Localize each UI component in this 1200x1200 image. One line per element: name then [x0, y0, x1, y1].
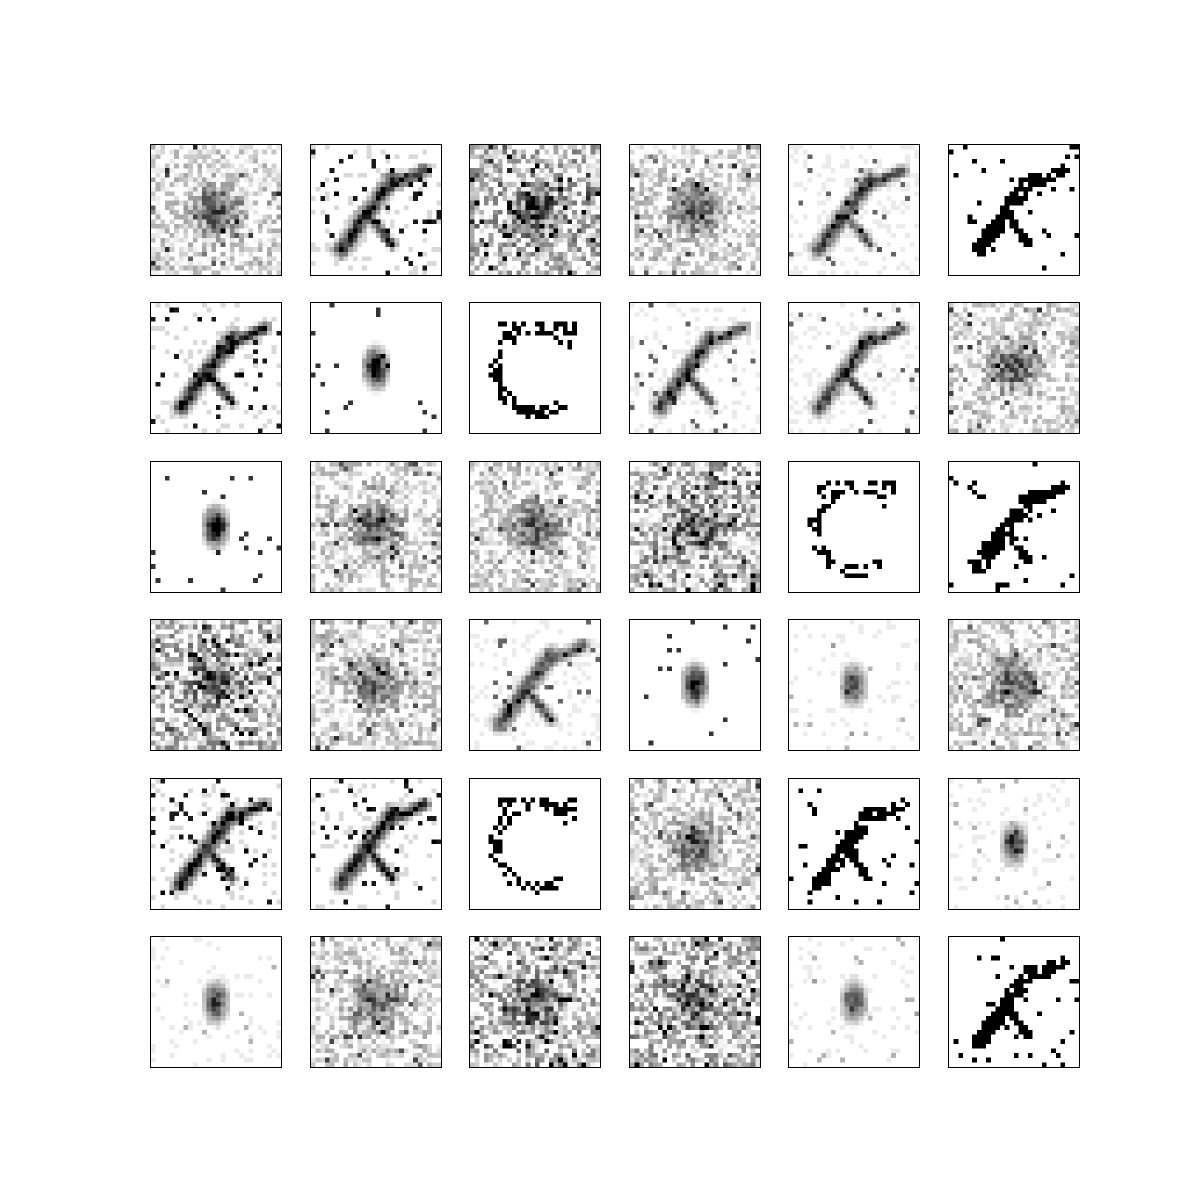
sample-pixels: [949, 779, 1075, 909]
sample-pixels: [630, 145, 760, 275]
sample-pixels: [311, 303, 437, 433]
sample-image-r3-c3: [469, 461, 601, 593]
sample-pixels: [151, 937, 281, 1067]
sample-image-r2-c4: [629, 302, 761, 434]
sample-image-r3-c4: [629, 461, 761, 593]
sample-pixels: [470, 620, 600, 750]
sample-pixels: [630, 779, 760, 909]
sample-pixels: [789, 303, 919, 433]
sample-image-r1-c6: [948, 144, 1080, 276]
sample-image-r2-c5: [788, 302, 920, 434]
sample-pixels: [311, 620, 441, 750]
sample-image-r6-c5: [788, 936, 920, 1068]
sample-pixels: [630, 303, 760, 433]
sample-image-r3-c6: [948, 461, 1080, 593]
sample-image-r5-c1: [150, 778, 282, 910]
sample-pixels: [488, 321, 577, 420]
sample-pixels: [630, 462, 760, 592]
sample-image-r2-c1: [150, 302, 282, 434]
sample-image-r6-c2: [310, 936, 442, 1068]
sample-pixels: [151, 303, 281, 433]
sample-pixels: [311, 145, 441, 275]
sample-image-r1-c3: [469, 144, 601, 276]
sample-image-r2-c6: [948, 302, 1080, 434]
sample-pixels: [470, 145, 600, 275]
sample-image-r2-c3: [469, 302, 601, 434]
sample-pixels: [151, 620, 281, 750]
sample-pixels: [789, 620, 919, 750]
sample-pixels: [311, 462, 441, 592]
sample-pixels: [949, 145, 1079, 271]
sample-pixels: [470, 462, 600, 592]
sample-image-r6-c6: [948, 936, 1080, 1068]
sample-pixels: [789, 788, 919, 905]
sample-pixels: [151, 145, 281, 275]
sample-pixels: [488, 797, 577, 896]
sample-image-r6-c4: [629, 936, 761, 1068]
sample-pixels: [151, 779, 281, 909]
sample-image-r4-c4: [629, 619, 761, 751]
sample-image-r5-c2: [310, 778, 442, 910]
sample-image-r5-c6: [948, 778, 1080, 910]
sample-image-r6-c1: [150, 936, 282, 1068]
sample-pixels: [643, 620, 760, 746]
sample-image-r6-c3: [469, 936, 601, 1068]
sample-image-r1-c1: [150, 144, 282, 276]
sample-pixels: [311, 937, 441, 1067]
sample-image-r2-c2: [310, 302, 442, 434]
sample-image-r4-c1: [150, 619, 282, 751]
sample-image-r3-c5: [788, 461, 920, 593]
sample-image-r4-c5: [788, 619, 920, 751]
sample-pixels: [151, 475, 281, 592]
sample-pixels: [630, 937, 760, 1067]
sample-image-r3-c1: [150, 461, 282, 593]
sample-image-r5-c5: [788, 778, 920, 910]
sample-image-r4-c2: [310, 619, 442, 751]
sample-image-r4-c6: [948, 619, 1080, 751]
sample-pixels: [789, 145, 919, 275]
sample-image-r1-c4: [629, 144, 761, 276]
sample-image-r5-c3: [469, 778, 601, 910]
sample-pixels: [470, 937, 600, 1067]
sample-pixels: [953, 937, 1079, 1067]
sample-pixels: [949, 620, 1079, 750]
sample-pixels: [807, 480, 896, 579]
sample-image-r1-c2: [310, 144, 442, 276]
sample-pixels: [789, 937, 919, 1067]
sample-image-r5-c4: [629, 778, 761, 910]
sample-image-r4-c3: [469, 619, 601, 751]
sample-image-r1-c5: [788, 144, 920, 276]
sample-pixels: [949, 303, 1079, 433]
sample-image-r3-c2: [310, 461, 442, 593]
sample-pixels: [311, 779, 441, 909]
sample-pixels: [949, 462, 1075, 592]
